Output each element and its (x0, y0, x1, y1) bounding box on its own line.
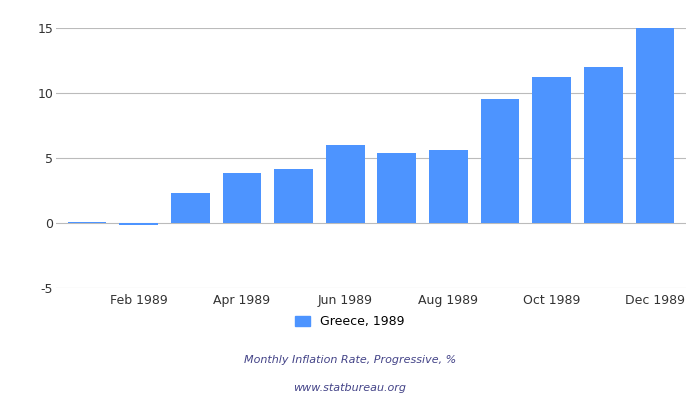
Legend: Greece, 1989: Greece, 1989 (290, 310, 410, 333)
Bar (429, 150, 468, 223)
Bar (223, 172, 261, 223)
Bar (377, 153, 416, 223)
Bar (68, 222, 106, 223)
Bar (584, 67, 623, 223)
Bar (274, 169, 313, 223)
Text: Monthly Inflation Rate, Progressive, %: Monthly Inflation Rate, Progressive, % (244, 355, 456, 365)
Text: www.statbureau.org: www.statbureau.org (293, 383, 407, 393)
Bar (636, 28, 674, 223)
Bar (533, 77, 571, 223)
Bar (171, 193, 209, 223)
Bar (326, 145, 365, 223)
Bar (481, 99, 519, 223)
Bar (119, 223, 158, 224)
